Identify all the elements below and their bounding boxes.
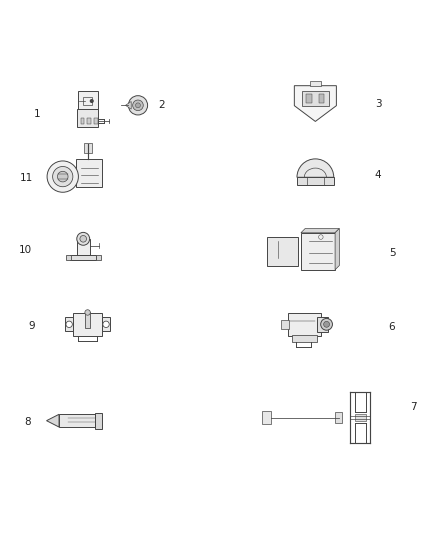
Text: 9: 9 [28, 321, 35, 331]
Bar [85, 143, 92, 152]
Circle shape [80, 236, 87, 242]
Bar [102, 318, 110, 331]
Bar [73, 313, 102, 336]
Polygon shape [301, 229, 339, 233]
Bar [317, 317, 328, 332]
Bar [306, 94, 312, 102]
Circle shape [66, 321, 72, 327]
Bar [318, 94, 325, 102]
Bar [59, 414, 95, 427]
Polygon shape [335, 229, 339, 270]
Circle shape [57, 171, 68, 182]
Text: 10: 10 [19, 245, 32, 255]
Bar [71, 255, 96, 260]
Bar [94, 118, 98, 124]
Bar [95, 255, 101, 260]
Circle shape [77, 232, 90, 245]
Bar [292, 335, 317, 342]
Text: 1: 1 [34, 109, 41, 119]
Bar [83, 97, 92, 105]
Circle shape [85, 310, 90, 315]
Polygon shape [294, 86, 336, 122]
Text: 5: 5 [389, 248, 396, 259]
Bar [262, 411, 271, 424]
Circle shape [136, 103, 140, 108]
Circle shape [324, 321, 329, 327]
Bar [267, 237, 298, 265]
Bar [77, 109, 99, 127]
Bar [297, 177, 334, 184]
Polygon shape [46, 414, 59, 427]
Bar [335, 413, 342, 423]
Circle shape [90, 100, 93, 102]
Bar [301, 233, 335, 270]
Bar [281, 320, 289, 328]
Circle shape [47, 161, 78, 192]
Bar [87, 118, 91, 124]
Bar [66, 255, 71, 260]
Bar [95, 413, 102, 429]
Circle shape [133, 100, 143, 111]
Bar [65, 318, 74, 331]
Bar [76, 158, 102, 188]
Text: 2: 2 [159, 100, 166, 110]
Bar [310, 82, 321, 86]
Text: 7: 7 [410, 402, 417, 411]
Circle shape [321, 318, 332, 330]
Text: 8: 8 [24, 417, 31, 426]
Wedge shape [297, 159, 334, 177]
Bar [85, 312, 90, 328]
Bar [78, 91, 98, 109]
Bar [288, 313, 321, 336]
Circle shape [53, 166, 73, 187]
Bar [81, 118, 84, 124]
Text: 6: 6 [389, 322, 396, 332]
Text: 3: 3 [375, 99, 382, 109]
Bar [77, 239, 90, 255]
Bar [302, 91, 329, 106]
Text: 11: 11 [20, 173, 33, 183]
Text: 4: 4 [374, 169, 381, 180]
Circle shape [128, 96, 148, 115]
Polygon shape [125, 101, 131, 109]
Circle shape [103, 321, 109, 327]
Bar [355, 414, 366, 421]
